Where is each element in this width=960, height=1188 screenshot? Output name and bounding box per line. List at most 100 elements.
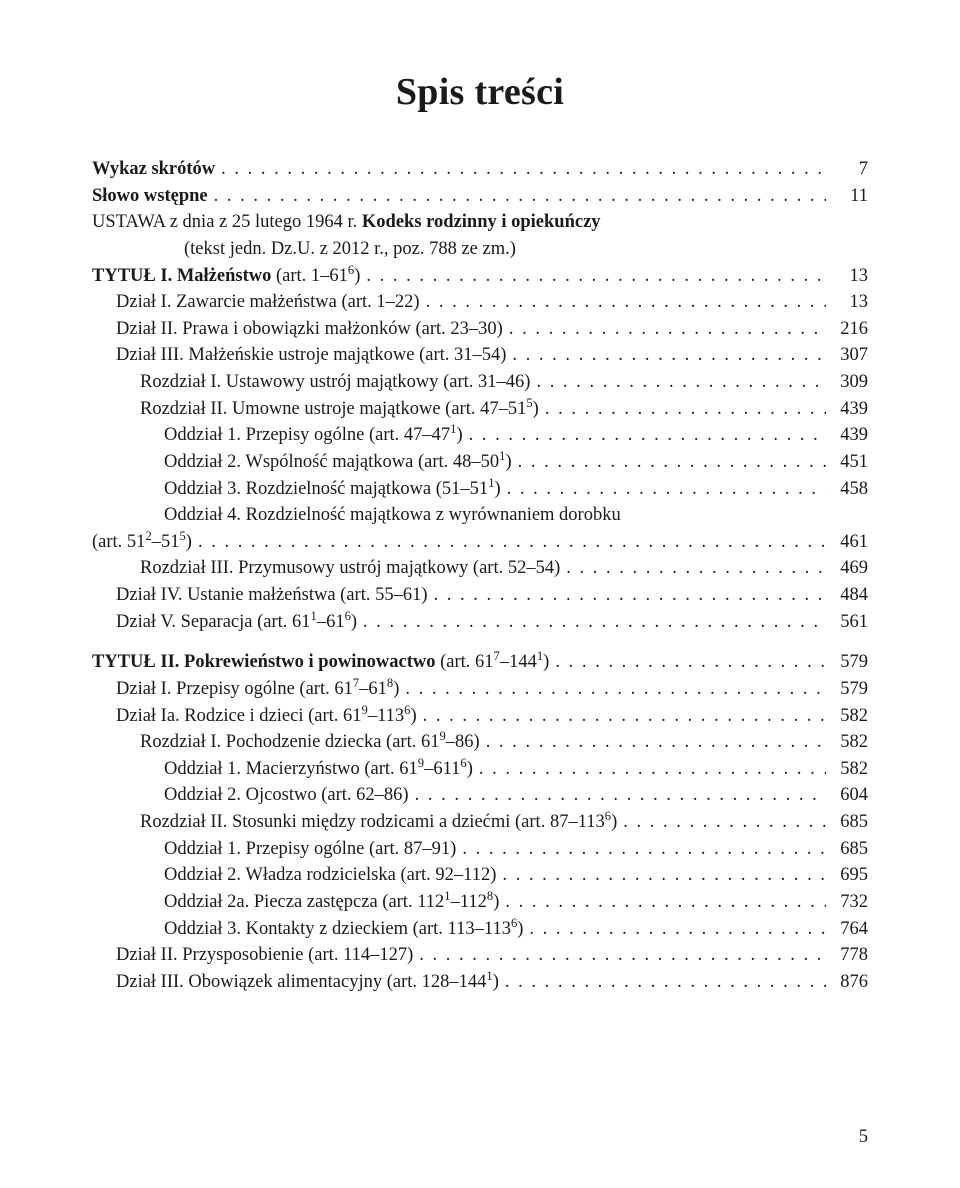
toc-entry: Dział IV. Ustanie małżeństwa (art. 55–61… — [92, 582, 868, 609]
toc-entry: Dział I. Zawarcie małżeństwa (art. 1–22)… — [92, 289, 868, 316]
toc-entry: Dział Ia. Rodzice i dzieci (art. 619–113… — [92, 703, 868, 730]
toc-entry: Oddział 2. Ojcostwo (art. 62–86) . . . .… — [92, 782, 868, 809]
toc-page: 309 — [826, 369, 868, 396]
toc-entry: Rozdział I. Ustawowy ustrój majątkowy (a… — [92, 369, 868, 396]
toc-entry: Dział V. Separacja (art. 611–616) . . . … — [92, 609, 868, 636]
toc-page: 469 — [826, 555, 868, 582]
leader-dots: . . . . . . . . . . . . . . . . . . . . … — [420, 289, 826, 316]
leader-dots: . . . . . . . . . . . . . . . . . . . . … — [409, 782, 826, 809]
toc-label: Oddział 2. Władza rodzicielska (art. 92–… — [164, 862, 496, 889]
page-number: 5 — [859, 1127, 868, 1148]
toc-label: Dział III. Małżeńskie ustroje majątkowe … — [116, 342, 506, 369]
toc-page: 685 — [826, 809, 868, 836]
toc-label: Oddział 3. Kontakty z dzieckiem (art. 11… — [164, 916, 523, 943]
toc-page: 778 — [826, 942, 868, 969]
toc-entry: (tekst jedn. Dz.U. z 2012 r., poz. 788 z… — [92, 236, 868, 263]
toc-entry: Dział II. Przysposobienie (art. 114–127)… — [92, 942, 868, 969]
leader-dots: . . . . . . . . . . . . . . . . . . . . … — [549, 649, 826, 676]
toc-entry: TYTUŁ I. Małżeństwo (art. 1–616) . . . .… — [92, 263, 868, 290]
toc-entry: Słowo wstępne . . . . . . . . . . . . . … — [92, 183, 868, 210]
leader-dots: . . . . . . . . . . . . . . . . . . . . … — [417, 703, 826, 730]
leader-dots: . . . . . . . . . . . . . . . . . . . . … — [480, 729, 826, 756]
toc-page: 451 — [826, 449, 868, 476]
toc-entry: Dział III. Małżeńskie ustroje majątkowe … — [92, 342, 868, 369]
toc-page: 11 — [826, 183, 868, 210]
toc-label: Oddział 2. Wspólność majątkowa (art. 48–… — [164, 449, 512, 476]
leader-dots: . . . . . . . . . . . . . . . . . . . . … — [357, 609, 826, 636]
toc-label: Słowo wstępne — [92, 183, 208, 210]
toc-label: TYTUŁ I. Małżeństwo (art. 1–616) — [92, 263, 360, 290]
leader-dots: . . . . . . . . . . . . . . . . . . . . … — [456, 836, 826, 863]
toc-page: 579 — [826, 649, 868, 676]
leader-dots: . . . . . . . . . . . . . . . . . . . . … — [499, 969, 826, 996]
toc-page: 695 — [826, 862, 868, 889]
toc-page: 7 — [826, 156, 868, 183]
toc-entry: Oddział 3. Kontakty z dzieckiem (art. 11… — [92, 916, 868, 943]
toc-label: Rozdział II. Umowne ustroje majątkowe (a… — [140, 396, 539, 423]
leader-dots: . . . . . . . . . . . . . . . . . . . . … — [496, 862, 826, 889]
toc-page: 216 — [826, 316, 868, 343]
toc-label: (art. 512–515) — [92, 529, 192, 556]
leader-dots: . . . . . . . . . . . . . . . . . . . . … — [499, 889, 826, 916]
toc-entry: Wykaz skrótów . . . . . . . . . . . . . … — [92, 156, 868, 183]
toc-entry: Dział II. Prawa i obowiązki małżonków (a… — [92, 316, 868, 343]
toc-page: 439 — [826, 396, 868, 423]
leader-dots: . . . . . . . . . . . . . . . . . . . . … — [413, 942, 826, 969]
toc-label: Oddział 4. Rozdzielność majątkowa z wyró… — [164, 502, 621, 529]
toc-entry: Oddział 2. Wspólność majątkowa (art. 48–… — [92, 449, 868, 476]
toc-label: Dział V. Separacja (art. 611–616) — [116, 609, 357, 636]
page-title: Spis treści — [92, 70, 868, 114]
toc-page: 561 — [826, 609, 868, 636]
toc-entry: Rozdział I. Pochodzenie dziecka (art. 61… — [92, 729, 868, 756]
leader-dots: . . . . . . . . . . . . . . . . . . . . … — [539, 396, 826, 423]
toc-entry: USTAWA z dnia z 25 lutego 1964 r. Kodeks… — [92, 209, 868, 236]
toc-page: 764 — [826, 916, 868, 943]
toc-page: 579 — [826, 676, 868, 703]
table-of-contents: Wykaz skrótów . . . . . . . . . . . . . … — [92, 156, 868, 995]
leader-dots: . . . . . . . . . . . . . . . . . . . . … — [503, 316, 826, 343]
toc-label: (tekst jedn. Dz.U. z 2012 r., poz. 788 z… — [184, 236, 516, 263]
toc-page: 458 — [826, 476, 868, 503]
toc-entry: Rozdział III. Przymusowy ustrój majątkow… — [92, 555, 868, 582]
toc-label: Oddział 3. Rozdzielność majątkowa (51–51… — [164, 476, 501, 503]
toc-page: 604 — [826, 782, 868, 809]
toc-label: Rozdział I. Pochodzenie dziecka (art. 61… — [140, 729, 480, 756]
leader-dots: . . . . . . . . . . . . . . . . . . . . … — [428, 582, 827, 609]
toc-entry: Oddział 4. Rozdzielność majątkowa z wyró… — [92, 502, 868, 529]
leader-dots: . . . . . . . . . . . . . . . . . . . . … — [560, 555, 826, 582]
toc-entry: Oddział 1. Przepisy ogólne (art. 47–471)… — [92, 422, 868, 449]
leader-dots: . . . . . . . . . . . . . . . . . . . . … — [523, 916, 826, 943]
toc-page: 582 — [826, 703, 868, 730]
toc-label: Dział II. Prawa i obowiązki małżonków (a… — [116, 316, 503, 343]
toc-page: 582 — [826, 729, 868, 756]
toc-page: 484 — [826, 582, 868, 609]
toc-entry: Oddział 3. Rozdzielność majątkowa (51–51… — [92, 476, 868, 503]
toc-label: Dział III. Obowiązek alimentacyjny (art.… — [116, 969, 499, 996]
toc-page: 685 — [826, 836, 868, 863]
page: Spis treści Wykaz skrótów . . . . . . . … — [0, 0, 960, 1188]
toc-label: Rozdział I. Ustawowy ustrój majątkowy (a… — [140, 369, 530, 396]
toc-page: 13 — [826, 263, 868, 290]
toc-entry: Rozdział II. Umowne ustroje majątkowe (a… — [92, 396, 868, 423]
leader-dots: . . . . . . . . . . . . . . . . . . . . … — [473, 756, 826, 783]
leader-dots: . . . . . . . . . . . . . . . . . . . . … — [501, 476, 826, 503]
leader-dots: . . . . . . . . . . . . . . . . . . . . … — [463, 422, 826, 449]
toc-label: Dział I. Przepisy ogólne (art. 617–618) — [116, 676, 399, 703]
toc-entry: Dział III. Obowiązek alimentacyjny (art.… — [92, 969, 868, 996]
toc-entry: Oddział 1. Przepisy ogólne (art. 87–91) … — [92, 836, 868, 863]
toc-label: Dział II. Przysposobienie (art. 114–127) — [116, 942, 413, 969]
leader-dots: . . . . . . . . . . . . . . . . . . . . … — [617, 809, 826, 836]
toc-label: Oddział 1. Macierzyństwo (art. 619–6116) — [164, 756, 473, 783]
toc-label: Rozdział II. Stosunki między rodzicami a… — [140, 809, 617, 836]
section-gap — [92, 635, 868, 649]
toc-label: Dział IV. Ustanie małżeństwa (art. 55–61… — [116, 582, 428, 609]
leader-dots: . . . . . . . . . . . . . . . . . . . . … — [512, 449, 826, 476]
toc-entry: Oddział 1. Macierzyństwo (art. 619–6116)… — [92, 756, 868, 783]
leader-dots: . . . . . . . . . . . . . . . . . . . . … — [192, 529, 826, 556]
toc-page: 876 — [826, 969, 868, 996]
leader-dots: . . . . . . . . . . . . . . . . . . . . … — [506, 342, 826, 369]
leader-dots: . . . . . . . . . . . . . . . . . . . . … — [215, 156, 826, 183]
toc-label: Dział Ia. Rodzice i dzieci (art. 619–113… — [116, 703, 417, 730]
toc-label: Oddział 2. Ojcostwo (art. 62–86) — [164, 782, 409, 809]
toc-label: TYTUŁ II. Pokrewieństwo i powinowactwo (… — [92, 649, 549, 676]
